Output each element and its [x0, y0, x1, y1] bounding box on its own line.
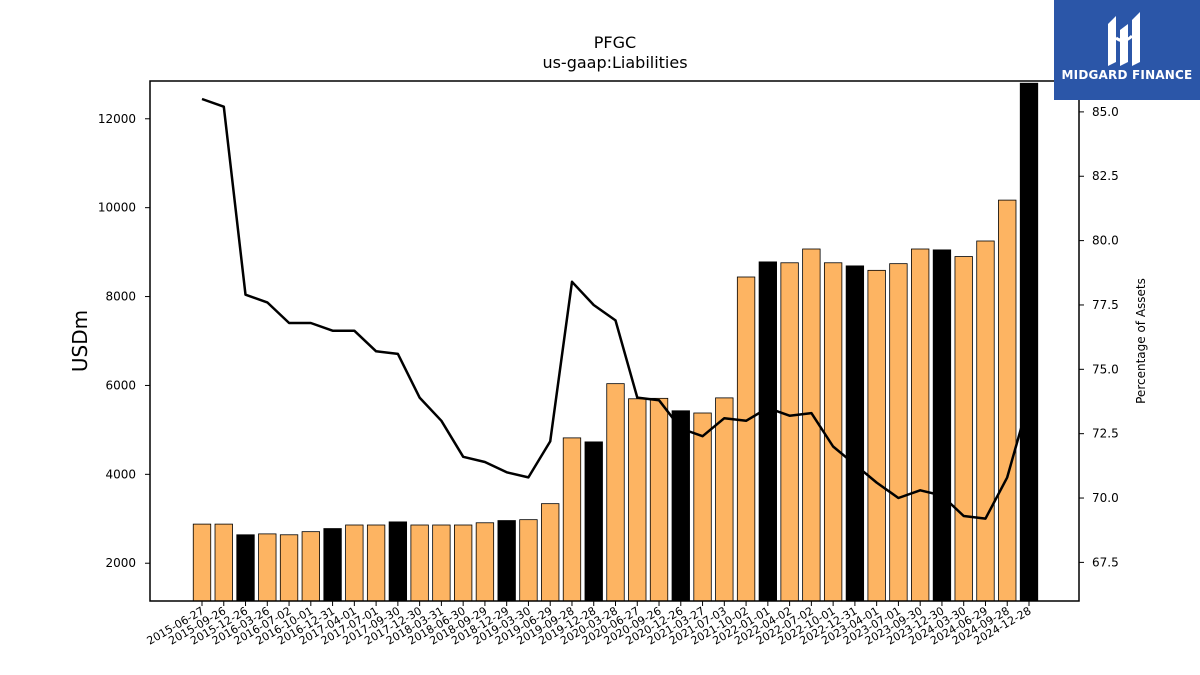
y-tick-label: 12000 — [98, 112, 136, 126]
bar-2024-03-30 — [954, 256, 973, 602]
chart-subtitle: us-gaap:Liabilities — [542, 53, 687, 72]
logo-text: MIDGARD FINANCE — [1061, 68, 1193, 82]
bar-2017-09-30 — [388, 521, 408, 602]
left-axis-ticks: 2000 4000 6000 8000 10000 12000 — [98, 112, 150, 570]
bar-2019-12-28 — [584, 441, 603, 602]
right-axis-label: Percentage of Assets — [1134, 278, 1148, 404]
bar-2020-06-27 — [628, 398, 647, 602]
bar-2024-12-28 — [1019, 82, 1039, 602]
bar-2018-03-31 — [432, 524, 451, 602]
y-tick-label: 10000 — [98, 201, 136, 215]
y-tick-label: 6000 — [105, 378, 136, 392]
bar-2016-07-02 — [279, 534, 299, 602]
bar-2023-04-01 — [867, 269, 886, 602]
y-tick-label: 4000 — [105, 467, 136, 481]
bar-2019-03-30 — [519, 519, 538, 602]
bar-2021-07-03 — [715, 397, 734, 602]
bar-2023-09-30 — [911, 248, 930, 602]
y2-tick-label: 72.5 — [1092, 427, 1119, 441]
bar-2017-07-01 — [366, 524, 386, 602]
midgard-finance-logo: MIDGARD FINANCE — [1054, 0, 1200, 100]
bar-2017-12-30 — [410, 524, 429, 602]
bar-2020-03-28 — [606, 383, 625, 602]
bar-2016-10-01 — [301, 531, 320, 602]
y2-tick-label: 80.0 — [1092, 234, 1119, 248]
bar-2022-04-02 — [780, 262, 799, 602]
bar-2022-01-01 — [758, 261, 777, 602]
y2-tick-label: 82.5 — [1092, 169, 1119, 183]
bar-2022-10-01 — [823, 262, 843, 602]
y2-tick-label: 70.0 — [1092, 491, 1119, 505]
x-axis-ticks: 2015-06-272015-09-262015-12-262016-03-26… — [145, 601, 1034, 648]
y2-tick-label: 85.0 — [1092, 105, 1119, 119]
bar-2015-12-26 — [236, 534, 255, 602]
bar-2020-09-26 — [649, 397, 669, 602]
bar-2017-04-01 — [345, 524, 364, 602]
bar-2016-12-31 — [323, 528, 342, 602]
bar-series — [192, 82, 1039, 602]
bar-2024-09-28 — [998, 199, 1017, 602]
bar-2021-03-27 — [693, 412, 712, 602]
plot-frame — [149, 80, 1080, 602]
chart-title: PFGC — [594, 33, 636, 52]
logo-mark-icon — [1108, 12, 1140, 66]
bar-2022-12-31 — [845, 265, 865, 602]
bar-2020-12-26 — [671, 410, 690, 602]
y2-tick-label: 75.0 — [1092, 362, 1119, 376]
y2-tick-label: 77.5 — [1092, 298, 1119, 312]
y-tick-label: 2000 — [105, 556, 136, 570]
bar-2015-06-27 — [192, 523, 212, 602]
bar-2018-09-29 — [475, 522, 495, 602]
bar-2018-06-30 — [454, 524, 473, 602]
bar-2019-09-28 — [562, 437, 582, 602]
y-tick-label: 8000 — [105, 290, 136, 304]
right-axis-ticks: 67.5 70.0 72.5 75.0 77.5 80.0 82.5 85.0 — [1079, 105, 1119, 569]
percentage-line — [201, 97, 1031, 520]
bar-2023-07-01 — [889, 263, 908, 602]
bar-2019-06-29 — [541, 503, 560, 602]
y-axis-label: USDm — [68, 310, 92, 372]
bar-2021-10-02 — [736, 276, 756, 602]
y2-tick-label: 67.5 — [1092, 555, 1119, 569]
bar-2015-09-26 — [214, 523, 233, 602]
bar-2018-12-29 — [497, 520, 516, 602]
bar-2022-07-02 — [802, 248, 821, 602]
bar-2016-03-26 — [258, 533, 277, 602]
bar-2023-12-30 — [932, 249, 952, 602]
bar-2024-06-29 — [976, 240, 995, 602]
